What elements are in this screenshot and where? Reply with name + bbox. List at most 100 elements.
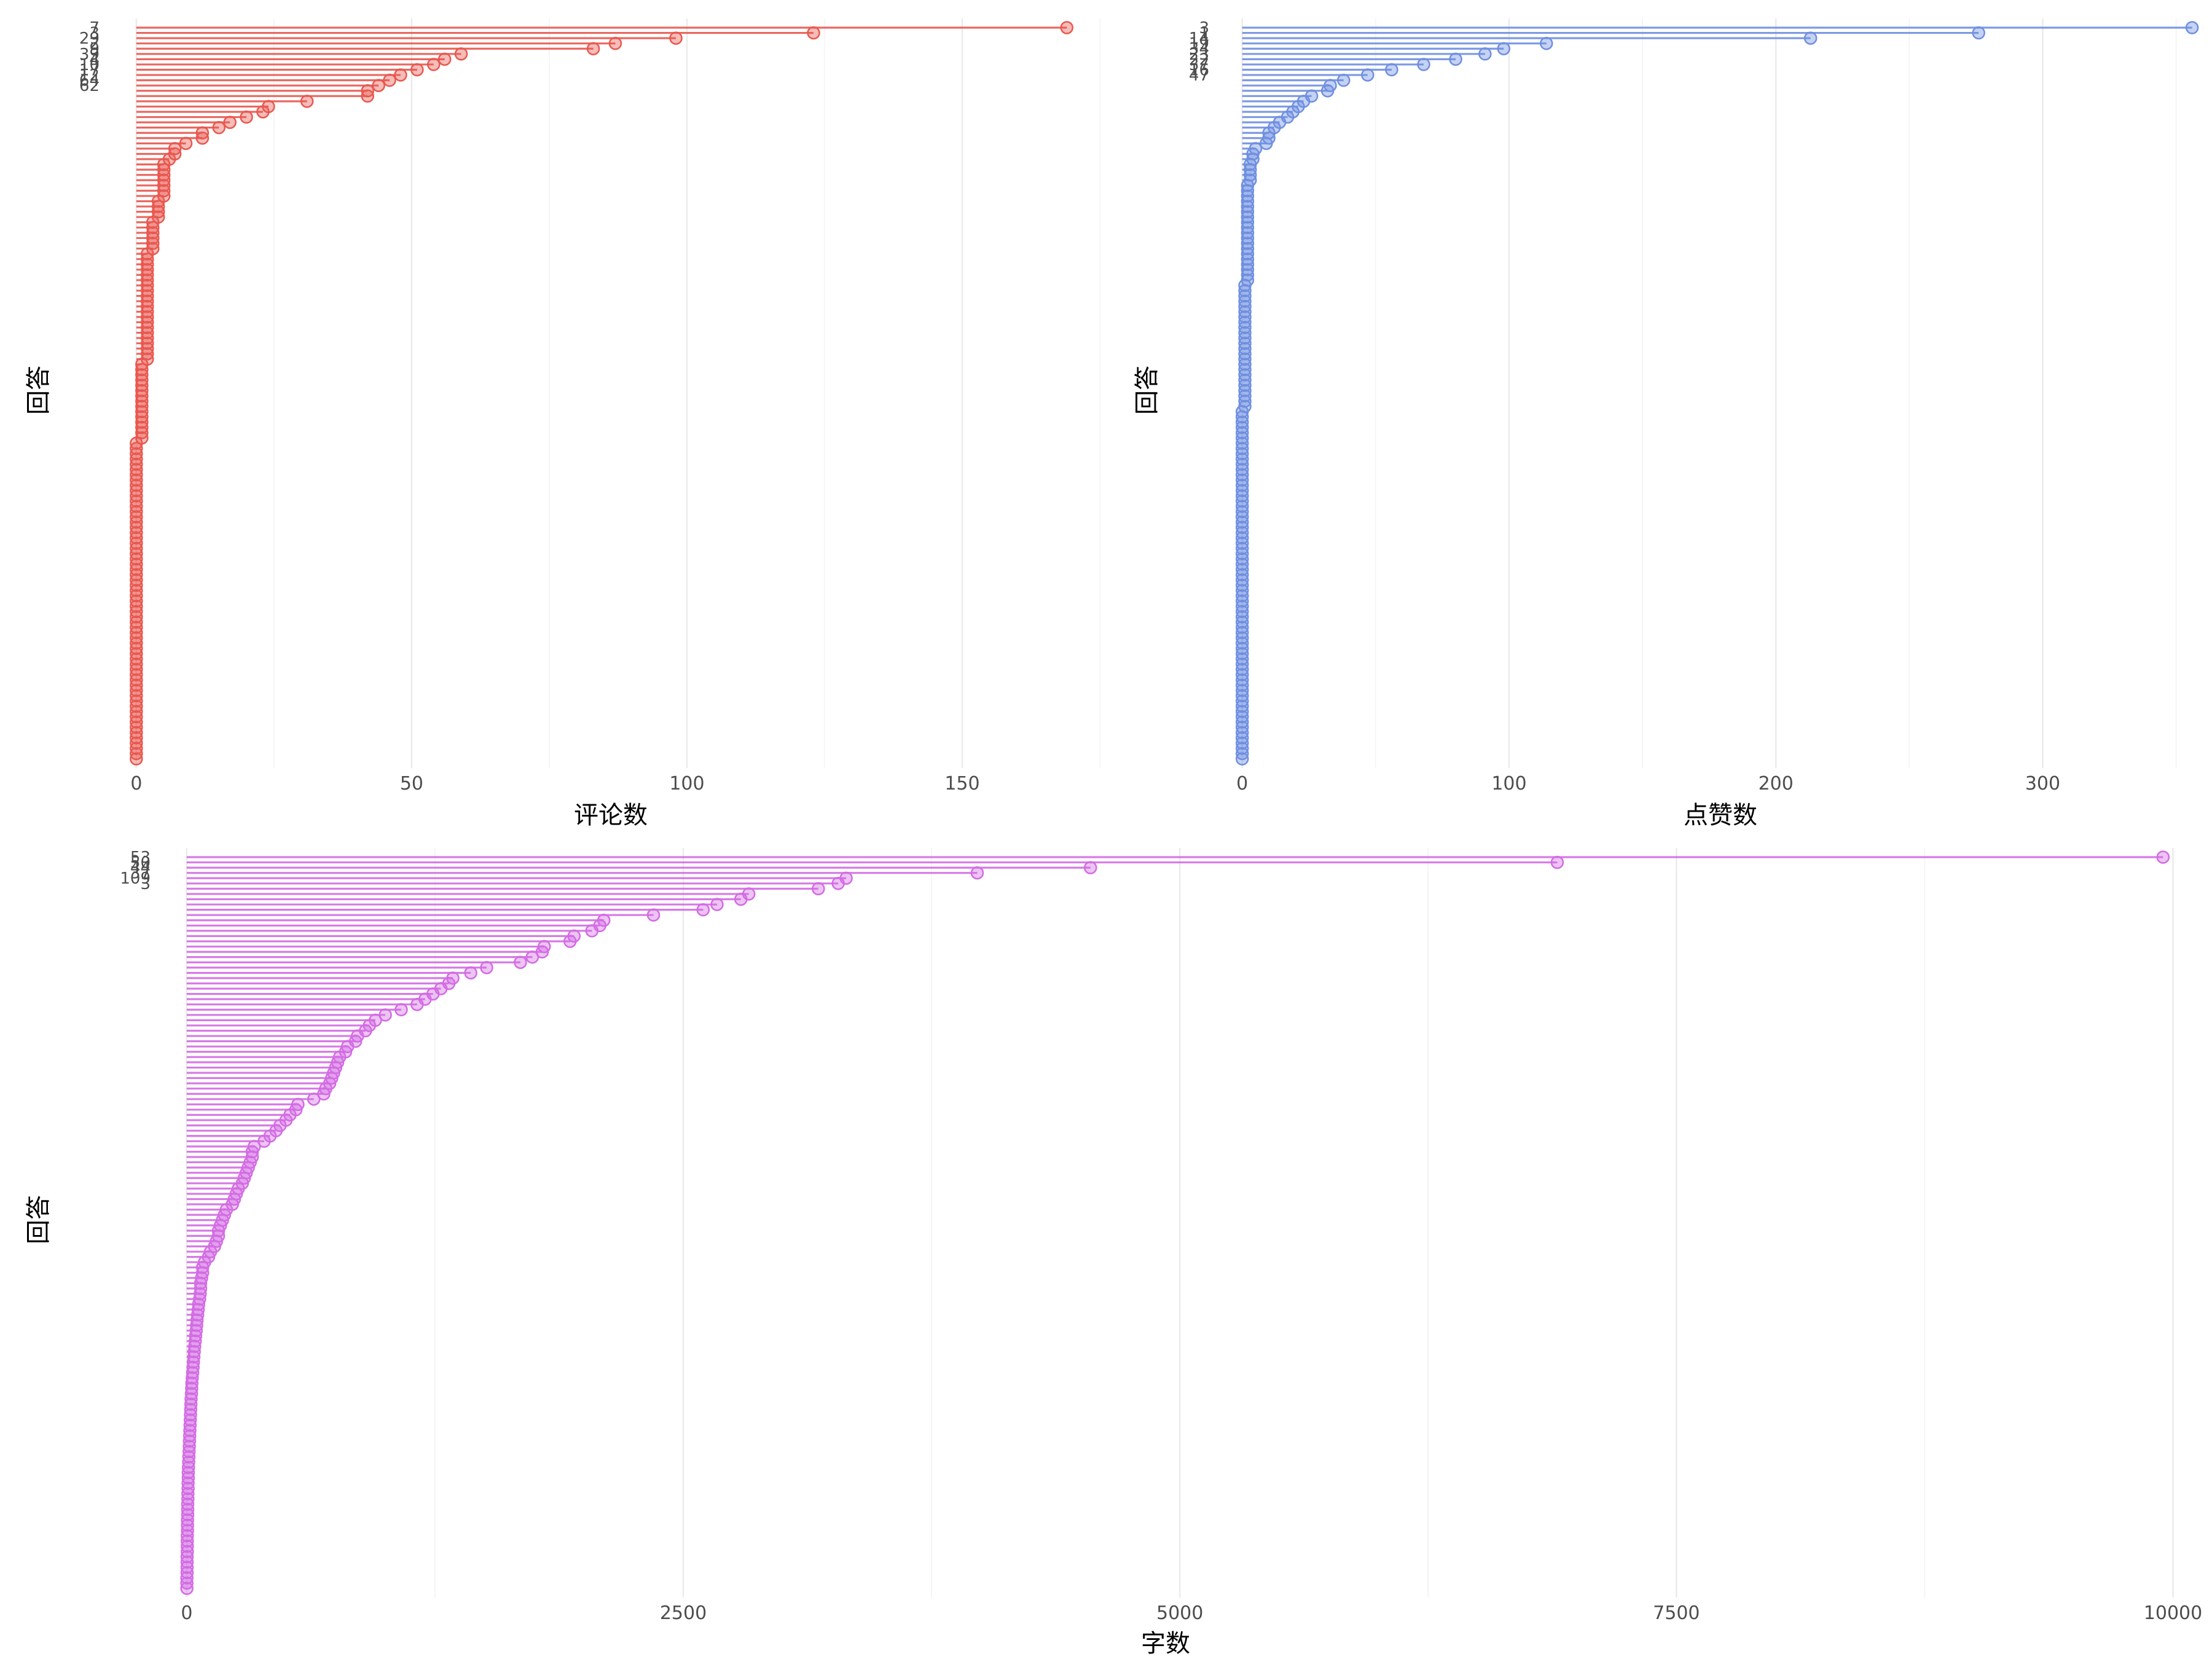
comments-y-tick-label: 3 — [89, 25, 100, 43]
comments-point — [361, 89, 374, 103]
likes-point — [1361, 68, 1375, 82]
wordcount-point — [1550, 855, 1564, 869]
wordcount-x-tick-label: 10000 — [2144, 1602, 2202, 1624]
comments-y-tick-label: 29 — [79, 29, 100, 48]
wordcount-x-tick-label: 5000 — [1156, 1602, 1203, 1624]
wordcount-point — [831, 877, 845, 890]
wordcount-point — [710, 898, 724, 911]
wordcount-point — [563, 935, 577, 948]
panel-likes-xlabel: 点赞数 — [1684, 801, 1757, 830]
comments-y-tick-label: 12 — [79, 66, 100, 85]
comments-point — [223, 116, 237, 129]
comments-point — [669, 31, 683, 45]
likes-point — [1336, 73, 1351, 87]
wordcount-point — [970, 866, 984, 880]
likes-point — [1260, 136, 1273, 151]
wordcount-point — [307, 1092, 321, 1106]
likes-x-tick-label: 300 — [2025, 773, 2060, 794]
likes-y-tick-label: 1 — [1199, 25, 1209, 43]
likes-point — [1449, 52, 1462, 66]
likes-x-tick-label: 0 — [1236, 773, 1248, 794]
comments-y-tick-label: 7 — [89, 19, 100, 37]
comments-point — [212, 120, 226, 135]
wordcount-y-tick-label: 109 — [120, 869, 151, 888]
comments-point — [195, 131, 210, 145]
panel-comments-xlabel: 评论数 — [574, 801, 648, 830]
comments-y-tick-label: 10 — [79, 56, 100, 74]
wordcount-point — [525, 950, 539, 964]
wordcount-y-tick-label: 37 — [130, 865, 151, 883]
wordcount-point — [464, 966, 477, 980]
comments-y-tick-label: 4 — [89, 50, 100, 69]
comments-point — [256, 105, 270, 119]
likes-point — [1540, 36, 1553, 50]
likes-y-tick-label: 47 — [1189, 66, 1209, 85]
likes-point — [2185, 21, 2199, 34]
wordcount-point — [812, 882, 825, 896]
likes-x-tick-label: 200 — [1759, 773, 1794, 794]
comments-y-tick-label: 2 — [89, 35, 100, 53]
likes-y-tick-label: 37 — [1189, 56, 1209, 74]
panel-comments-ylabel: 回答 — [25, 366, 53, 415]
comments-x-tick-label: 0 — [130, 773, 142, 794]
wordcount-point — [1083, 861, 1097, 874]
comments-x-tick-label: 100 — [669, 773, 704, 794]
wordcount-point — [2156, 850, 2170, 864]
likes-point — [1803, 31, 1818, 45]
likes-point — [1478, 47, 1492, 61]
comments-point — [608, 36, 622, 50]
panel-wordcount-xlabel: 字数 — [1141, 1630, 1190, 1658]
likes-y-tick-label: 16 — [1189, 61, 1209, 79]
comments-point — [240, 110, 253, 124]
comments-point — [437, 52, 452, 66]
wordcount-point — [378, 1008, 392, 1022]
comments-point — [1060, 21, 1073, 34]
comments-point — [300, 95, 314, 108]
likes-point — [1385, 63, 1398, 77]
likes-point — [1320, 84, 1335, 98]
likes-y-tick-label: 22 — [1189, 50, 1209, 69]
likes-y-tick-label: 14 — [1189, 29, 1209, 48]
panel-likes-ylabel: 回答 — [1133, 366, 1161, 415]
wordcount-point — [514, 955, 527, 969]
likes-point — [1972, 26, 1985, 40]
comments-x-tick-label: 50 — [400, 773, 423, 794]
comments-y-tick-label: 17 — [79, 61, 100, 79]
wordcount-point — [410, 997, 424, 1011]
comments-y-tick-label: 9 — [89, 40, 100, 58]
likes-point — [1235, 752, 1249, 766]
comments-point — [372, 79, 385, 92]
wordcount-point — [180, 1582, 194, 1595]
wordcount-point — [317, 1087, 331, 1101]
likes-y-tick-label: 23 — [1189, 45, 1209, 64]
wordcount-point — [480, 961, 493, 975]
likes-x-tick-label: 100 — [1491, 773, 1526, 794]
wordcount-point — [734, 892, 748, 906]
wordcount-point — [257, 1134, 271, 1148]
wordcount-y-tick-label: 50 — [130, 854, 151, 873]
wordcount-point — [535, 945, 549, 959]
likes-y-tick-label: 3 — [1199, 19, 1209, 37]
wordcount-x-tick-label: 7500 — [1653, 1602, 1700, 1624]
comments-point — [383, 73, 396, 87]
comments-point — [454, 47, 468, 61]
likes-point — [1417, 58, 1430, 71]
comments-point — [410, 63, 424, 77]
comments-y-tick-label: 62 — [79, 77, 100, 95]
likes-y-tick-label: 19 — [1189, 35, 1209, 53]
likes-y-tick-label: 34 — [1189, 40, 1209, 58]
panel-wordcount-ylabel: 回答 — [25, 1195, 53, 1244]
comments-point — [586, 42, 600, 55]
comments-point — [130, 752, 143, 766]
wordcount-point — [696, 903, 710, 917]
comments-point — [427, 58, 441, 71]
wordcount-x-tick-label: 0 — [181, 1602, 192, 1624]
comments-point — [807, 26, 820, 40]
wordcount-point — [646, 908, 661, 922]
wordcount-x-tick-label: 2500 — [660, 1602, 707, 1624]
comments-y-tick-label: 39 — [79, 45, 100, 64]
comments-y-tick-label: 64 — [79, 72, 100, 90]
